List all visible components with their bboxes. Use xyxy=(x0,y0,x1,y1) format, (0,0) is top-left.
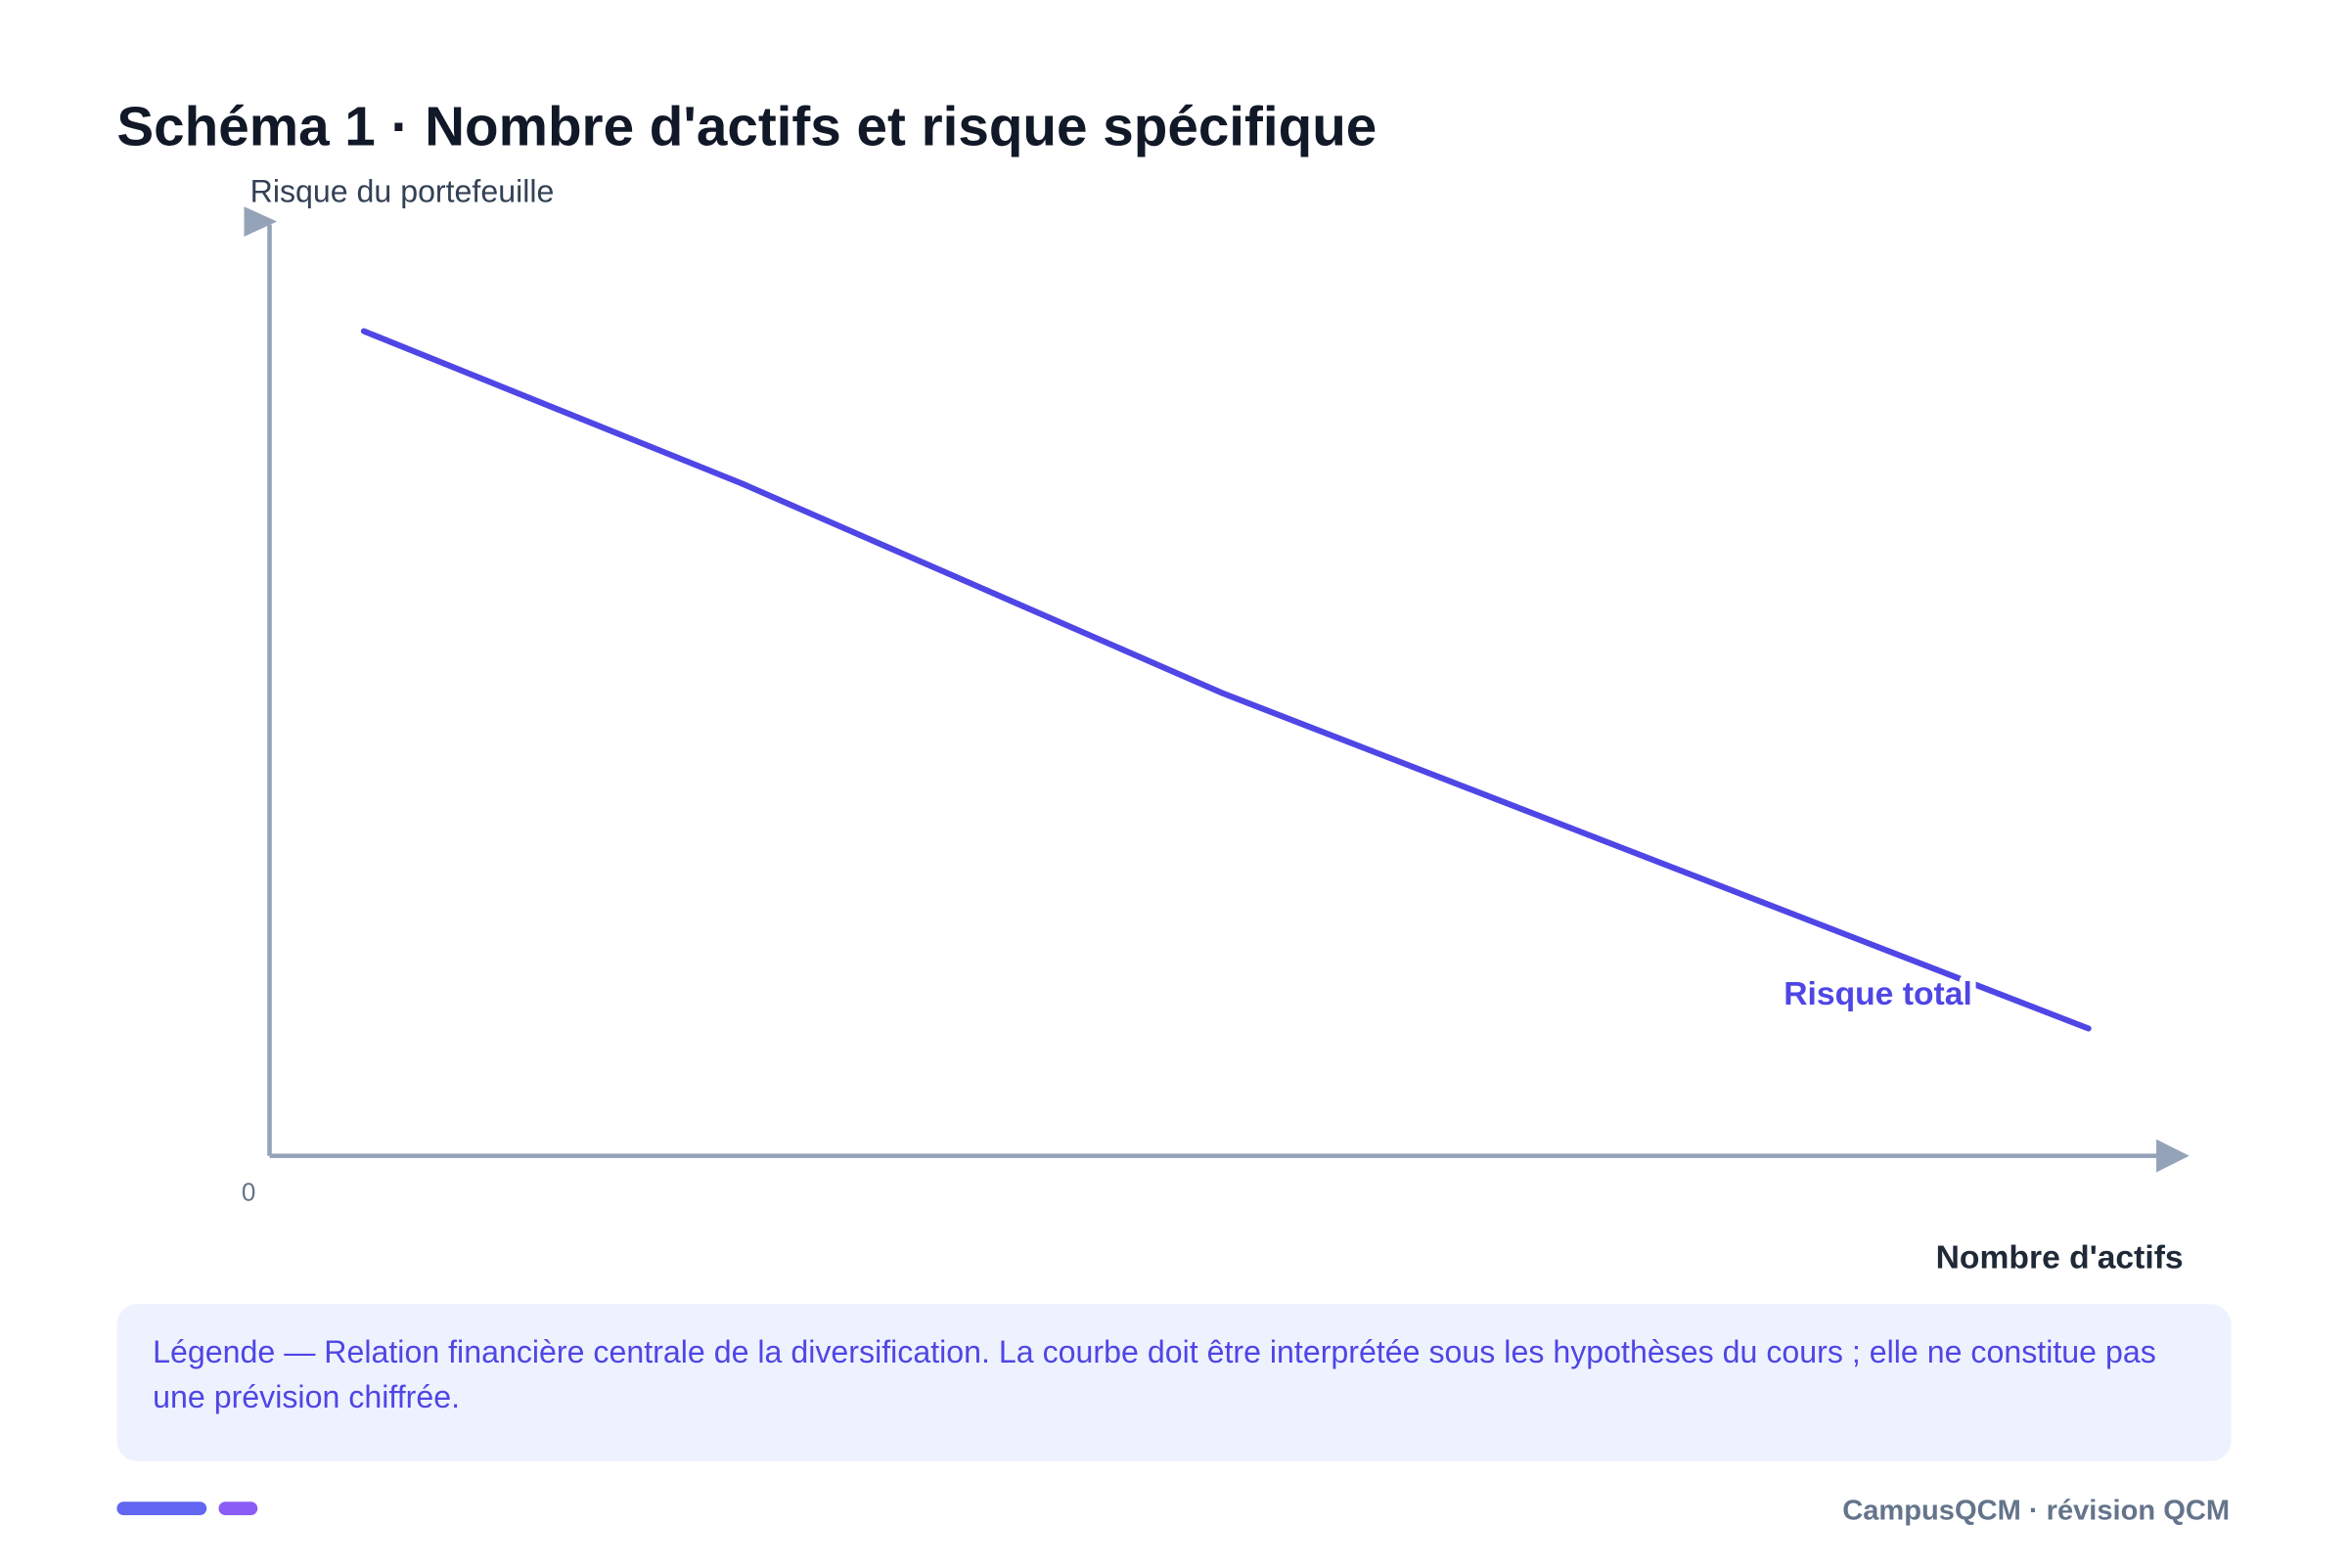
caption-box: Légende — Relation financière centrale d… xyxy=(116,1304,2232,1461)
caption: Légende — Relation financière centrale d… xyxy=(116,1304,2232,1461)
footer-pill xyxy=(116,1501,207,1515)
x-axis-label: Nombre d'actifs xyxy=(1936,1239,2184,1276)
series-label: Risque total xyxy=(1784,976,1972,1012)
y-tick-label: 0 xyxy=(242,1178,255,1207)
footer-text: CampusQCM · révision QCM xyxy=(1842,1496,2230,1527)
x-axis-arrow xyxy=(2156,1139,2190,1173)
y-axis-label: Risque du portefeuille xyxy=(250,174,555,209)
chart-title: Schéma 1 · Nombre d'actifs et risque spé… xyxy=(116,96,1377,157)
footer-pill xyxy=(218,1501,258,1515)
y-axis-arrow xyxy=(244,206,278,237)
data-line xyxy=(360,328,2092,1032)
